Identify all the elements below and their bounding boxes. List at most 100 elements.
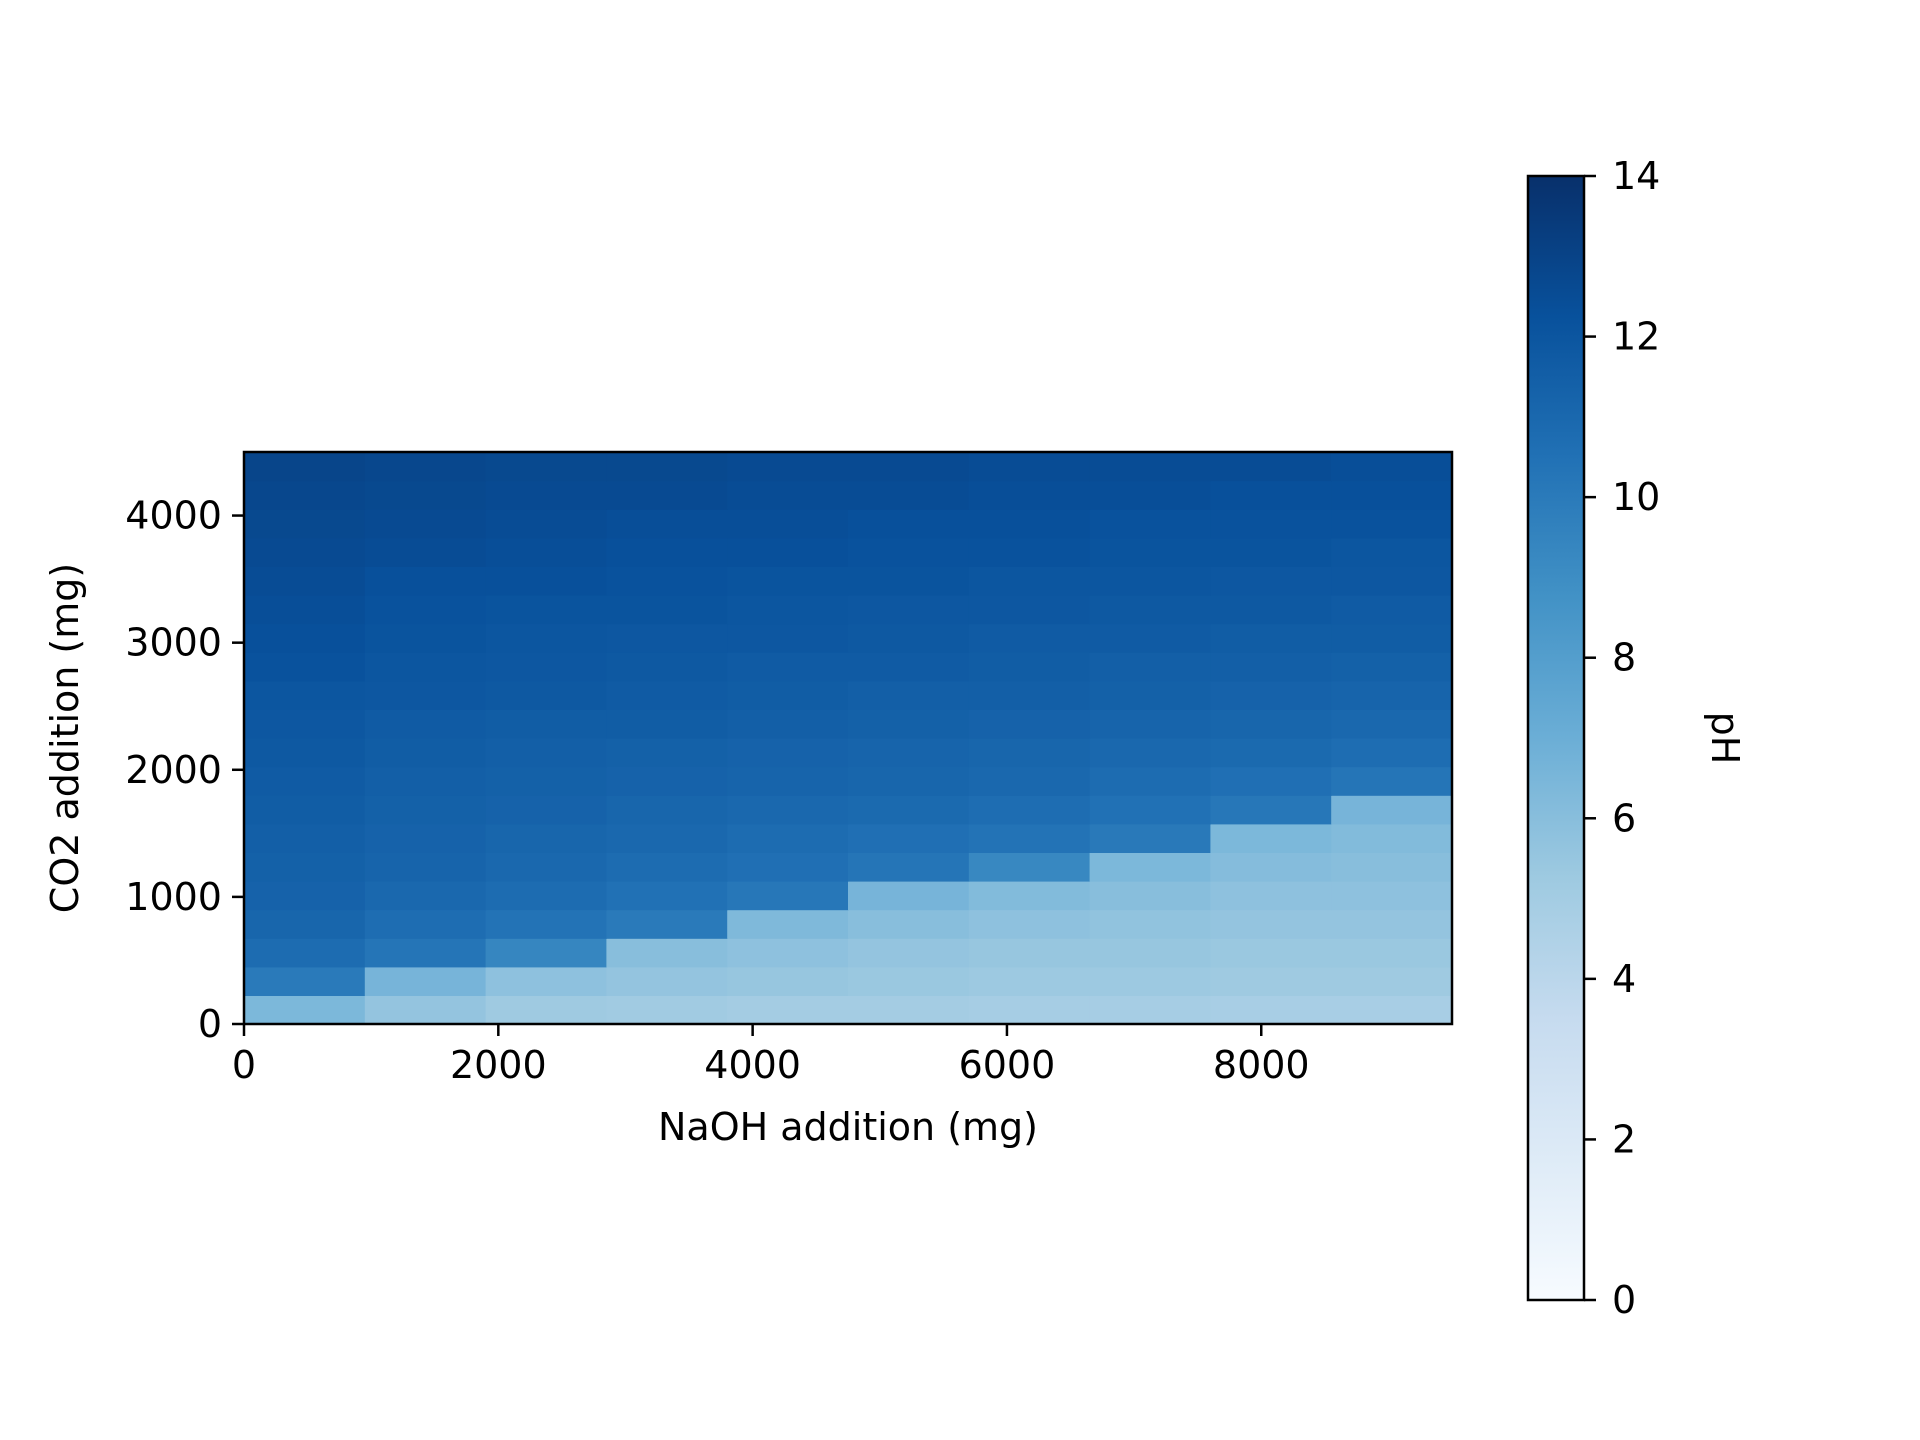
heatmap-cell <box>1089 652 1211 682</box>
heatmap-cell <box>485 852 607 882</box>
heatmap-cell <box>1331 938 1453 968</box>
heatmap-cell <box>848 881 970 911</box>
heatmap-cell <box>485 652 607 682</box>
colorbar <box>1526 174 1586 1302</box>
heatmap-cell <box>1331 852 1453 882</box>
heatmap-cell <box>485 881 607 911</box>
heatmap-cell <box>1331 452 1453 482</box>
heatmap-cell <box>968 709 1091 739</box>
heatmap-cell <box>244 480 366 510</box>
heatmap-cell <box>727 537 849 567</box>
heatmap-cell <box>848 995 970 1025</box>
heatmap-cell <box>364 738 487 768</box>
heatmap-cell <box>1210 680 1332 710</box>
heatmap-cell <box>606 623 728 653</box>
colorbar-tick-label: 8 <box>1612 636 1636 680</box>
heatmap-cell <box>727 795 849 825</box>
heatmap-cell <box>1331 709 1453 739</box>
heatmap-cell <box>1089 509 1211 539</box>
heatmap-cell <box>1331 738 1453 768</box>
heatmap-cell <box>244 995 366 1025</box>
heatmap-cell <box>968 623 1091 653</box>
heatmap-cell <box>244 566 366 596</box>
heatmap-cell <box>1089 823 1211 853</box>
colorbar-tick-label: 10 <box>1612 475 1660 519</box>
heatmap-cell <box>727 966 849 996</box>
heatmap-cell <box>968 652 1091 682</box>
heatmap-cell <box>485 738 607 768</box>
heatmap-cell <box>848 566 970 596</box>
heatmap-cell <box>727 823 849 853</box>
heatmap-cell <box>1089 566 1211 596</box>
heatmap-cell <box>848 680 970 710</box>
heatmap-cell <box>244 909 366 939</box>
heatmap-cell <box>364 623 487 653</box>
heatmap-cell <box>364 881 487 911</box>
heatmap-cell <box>1089 680 1211 710</box>
x-axis-title: NaOH addition (mg) <box>658 1105 1038 1149</box>
heatmap-cell <box>1331 623 1453 653</box>
heatmap-cell <box>485 452 607 482</box>
heatmap-cell <box>364 852 487 882</box>
heatmap-cell <box>1089 966 1211 996</box>
heatmap-cell <box>848 823 970 853</box>
heatmap-cell <box>968 852 1091 882</box>
heatmap-cell <box>968 995 1091 1025</box>
heatmap-cell <box>1210 623 1332 653</box>
y-tick-label: 2000 <box>125 748 222 792</box>
x-axis-ticks: 0 2000 4000 6000 8000 <box>232 1024 1310 1087</box>
colorbar-ticks: 0 2 4 6 8 10 12 14 <box>1584 154 1660 1322</box>
heatmap-cell <box>1210 766 1332 796</box>
heatmap-cell <box>244 852 366 882</box>
heatmap-cell <box>727 680 849 710</box>
heatmap-cell <box>1210 709 1332 739</box>
heatmap-cell <box>848 480 970 510</box>
x-tick-label: 2000 <box>450 1043 547 1087</box>
heatmap-cell <box>364 452 487 482</box>
heatmap-cell <box>727 938 849 968</box>
heatmap-cell <box>1210 938 1332 968</box>
x-tick-label: 0 <box>232 1043 256 1087</box>
heatmap-cell <box>1089 852 1211 882</box>
heatmap-cell <box>727 595 849 625</box>
colorbar-label: pH <box>1703 712 1747 765</box>
heatmap-cell <box>1331 995 1453 1025</box>
heatmap-cell <box>1210 909 1332 939</box>
heatmap-cell <box>485 595 607 625</box>
heatmap-cell <box>1210 823 1332 853</box>
heatmap-cell <box>1089 480 1211 510</box>
heatmap-cell <box>1331 909 1453 939</box>
heatmap-cell <box>485 966 607 996</box>
heatmap-cell <box>968 795 1091 825</box>
heatmap-cell <box>364 537 487 567</box>
heatmap-cell <box>244 509 366 539</box>
heatmap-cell <box>364 595 487 625</box>
heatmap-cell <box>606 480 728 510</box>
heatmap-cell <box>1210 966 1332 996</box>
heatmap-cell <box>364 709 487 739</box>
heatmap-cell <box>1331 795 1453 825</box>
heatmap-cell <box>968 452 1091 482</box>
colorbar-tick-label: 6 <box>1612 796 1636 840</box>
heatmap-cell <box>244 738 366 768</box>
heatmap-cell <box>1331 566 1453 596</box>
heatmap-cell <box>968 881 1091 911</box>
heatmap-cell <box>1089 738 1211 768</box>
heatmap-cell <box>1089 938 1211 968</box>
heatmap-cell <box>485 823 607 853</box>
heatmap-cell <box>485 680 607 710</box>
heatmap-cell <box>244 709 366 739</box>
heatmap-cell <box>485 709 607 739</box>
heatmap-cell <box>727 566 849 596</box>
heatmap-cell <box>727 480 849 510</box>
heatmap-cell <box>364 480 487 510</box>
heatmap-cell <box>968 938 1091 968</box>
heatmap-cell <box>485 766 607 796</box>
heatmap-cell <box>485 537 607 567</box>
heatmap-cell <box>244 452 366 482</box>
y-tick-label: 4000 <box>125 494 222 538</box>
heatmap-cell <box>1089 537 1211 567</box>
heatmap-cell <box>1089 595 1211 625</box>
heatmap-cell <box>606 738 728 768</box>
